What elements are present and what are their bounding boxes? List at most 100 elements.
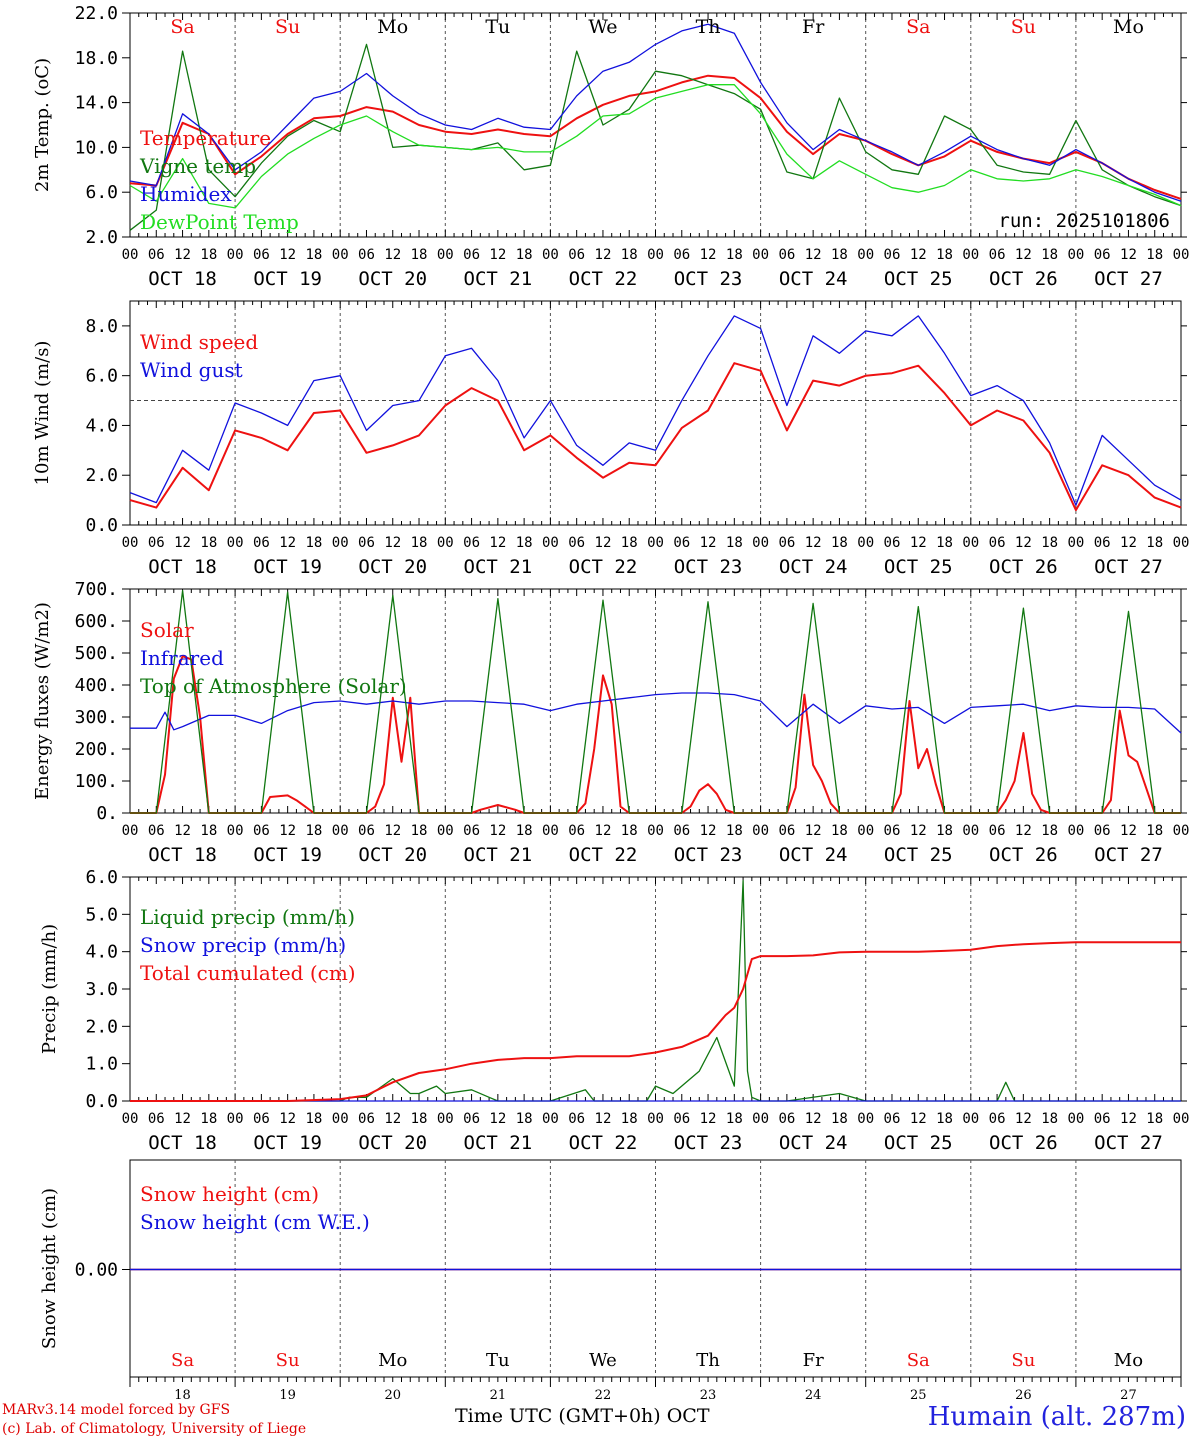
hour-label: 18 [305,535,322,551]
hour-label: 06 [358,823,375,839]
hour-label: 18 [200,1111,217,1127]
hour-label: 00 [332,535,349,551]
hour-label: 06 [1094,823,1111,839]
hour-label: 00 [1067,535,1084,551]
y-tick-label: 0.0 [85,515,118,536]
y-tick-label: 100. [75,771,118,792]
legend-entry: Temperature [140,126,271,150]
hour-label: 06 [673,823,690,839]
hour-label: 18 [1146,823,1163,839]
panel-snow [122,1159,1182,1387]
y-tick-label: 5.0 [85,904,118,925]
hour-label: 18 [621,247,638,263]
hour-label: 06 [1094,247,1111,263]
date-label: OCT 25 [884,1132,953,1154]
y-tick-label: 6.0 [85,182,118,203]
hour-label: 18 [936,1111,953,1127]
hour-label: 00 [752,247,769,263]
hour-label: 00 [332,823,349,839]
hour-label: 00 [122,1111,139,1127]
hour-label: 12 [489,535,506,551]
hour-label: 12 [1120,1111,1137,1127]
hour-label: 06 [778,823,795,839]
hour-label: 12 [700,1111,717,1127]
hour-label: 18 [726,823,743,839]
hour-label: 18 [831,823,848,839]
hour-label: 12 [595,247,612,263]
hour-label: 18 [411,823,428,839]
hour-label: 06 [148,823,165,839]
y-axis-label: 10m Wind (m/s) [32,341,53,486]
date-label: OCT 23 [674,268,743,290]
station-title: Humain (alt. 287m) [927,1402,1186,1432]
hour-label: 06 [358,535,375,551]
hour-label: 18 [936,535,953,551]
date-label: OCT 23 [674,844,743,866]
legend-entry: Solar [140,618,194,642]
date-label: OCT 26 [989,1132,1058,1154]
legend-entry: Wind gust [140,358,243,382]
hour-label: 00 [1067,1111,1084,1127]
hour-label: 00 [1067,823,1084,839]
hour-label: 00 [752,535,769,551]
hour-label: 18 [305,1111,322,1127]
date-label: OCT 20 [358,268,427,290]
hour-label: 06 [884,823,901,839]
y-tick-label: 0.0 [85,1091,118,1112]
weekday-label-top: Fr [802,16,825,38]
date-label: OCT 23 [674,556,743,578]
y-axis-label: 2m Temp. (oC) [32,58,53,192]
weekday-label-bottom: Sa [907,1350,930,1371]
hour-label: 18 [516,535,533,551]
panel-wind [122,300,1187,526]
date-label: OCT 22 [569,844,638,866]
date-label: OCT 27 [1094,268,1163,290]
hour-label: 06 [778,247,795,263]
hour-label: 18 [1146,535,1163,551]
hour-label: 00 [1173,1111,1190,1127]
hour-label: 18 [1146,247,1163,263]
panel-frame [129,588,1182,814]
date-number-label: 19 [279,1388,296,1403]
y-tick-label: 0.00 [75,1260,118,1281]
weekday-label-top: Mo [1113,16,1144,38]
hour-label: 18 [516,1111,533,1127]
hour-label: 12 [805,1111,822,1127]
hour-label: 18 [411,1111,428,1127]
hour-label: 12 [805,535,822,551]
weekday-label-bottom: Sa [171,1350,194,1371]
legend-entry: Top of Atmosphere (Solar) [140,674,407,698]
hour-label: 00 [437,823,454,839]
legend-entry: DewPoint Temp [140,210,299,234]
hour-label: 12 [805,247,822,263]
footer-lab: (c) Lab. of Climatology, University of L… [2,1421,307,1437]
hour-label: 12 [384,535,401,551]
hour-label: 12 [805,823,822,839]
hour-label: 06 [989,247,1006,263]
legend-entry: Snow height (cm) [140,1182,319,1206]
date-label: OCT 20 [358,844,427,866]
series-dewpoint-temp [129,84,1182,209]
hour-label: 18 [936,247,953,263]
hour-label: 18 [621,1111,638,1127]
hour-label: 00 [857,535,874,551]
date-number-label: 26 [1015,1388,1032,1403]
y-tick-label: 10.0 [75,137,118,158]
y-tick-label: 4.0 [85,942,118,963]
hour-label: 00 [542,535,559,551]
hour-label: 12 [1120,535,1137,551]
hour-label: 00 [647,1111,664,1127]
y-tick-label: 200. [75,739,118,760]
hour-label: 00 [437,1111,454,1127]
hour-label: 18 [305,247,322,263]
hour-label: 12 [384,247,401,263]
hour-label: 00 [857,1111,874,1127]
hour-label: 12 [1120,247,1137,263]
hour-label: 00 [1173,823,1190,839]
hour-label: 12 [489,1111,506,1127]
series-vigne-temp [129,43,1182,231]
hour-label: 18 [726,247,743,263]
date-label: OCT 24 [779,844,848,866]
hour-label: 12 [174,1111,191,1127]
hour-label: 18 [831,1111,848,1127]
